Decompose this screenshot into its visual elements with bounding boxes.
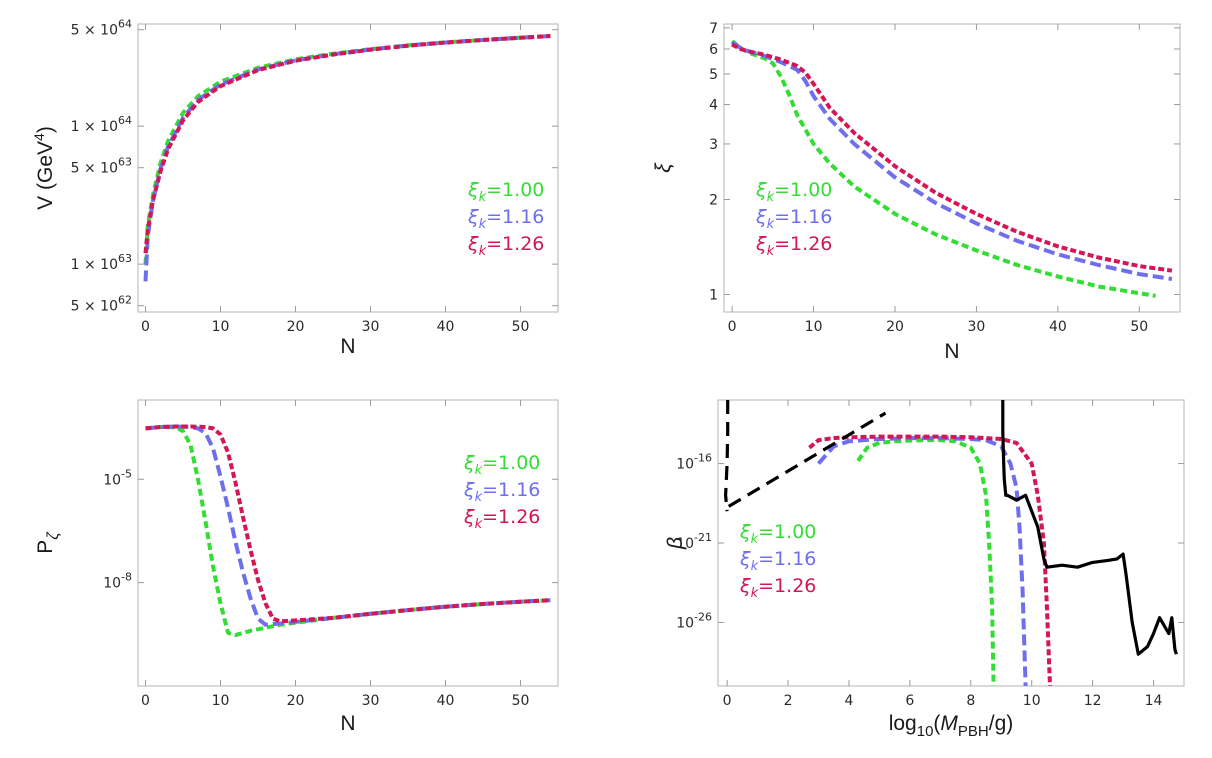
plot-frame — [723, 23, 1181, 313]
chart-P: 0 10 20 30 40 50 10-5 10-8 ξk=1.00ξk=1.16ξk=1.26… — [34, 399, 559, 735]
x-tick-label: 8 — [966, 693, 975, 709]
x-tick-label: 20 — [886, 319, 904, 335]
y-tick-label: 4 — [709, 98, 718, 114]
y-tick-label: 5 × 1062 — [71, 294, 132, 315]
y-tick-label: 3 — [709, 137, 718, 153]
y-tick-label: 1 × 1064 — [71, 114, 132, 135]
x-tick-label: 10 — [805, 319, 823, 335]
series-group — [730, 39, 1173, 298]
legend-entry-red: ξk=1.26 — [463, 506, 540, 532]
y-tick-label: 10-21 — [676, 531, 712, 552]
x-tick-label: 30 — [362, 693, 380, 709]
series-line-blue — [817, 436, 1028, 686]
x-tick-label: 30 — [968, 319, 986, 335]
y-tick-label: 2 — [709, 193, 718, 209]
x-tick-label: 40 — [437, 319, 455, 335]
y-tick-label: 5 × 1064 — [71, 18, 132, 39]
y-axis-label: Pζ — [34, 531, 62, 554]
x-tick-label: 50 — [512, 319, 530, 335]
y-tick-label: 5 — [709, 67, 718, 83]
x-axis-label: N — [340, 712, 355, 735]
y-tick-label: 7 — [709, 21, 718, 37]
series-group — [143, 34, 551, 282]
series-line-green — [730, 39, 1156, 298]
legend-entry-blue: ξk=1.16 — [463, 479, 540, 505]
legend-entry-red: ξk=1.26 — [739, 575, 816, 601]
y-tick-label: 1 × 1063 — [71, 252, 132, 273]
series-line-red — [145, 424, 551, 624]
series-line-red — [808, 434, 1052, 686]
y-tick-label: 10-8 — [103, 571, 132, 592]
series-line-red — [143, 34, 551, 254]
x-tick-label: 0 — [141, 319, 150, 335]
x-tick-label: 40 — [437, 693, 455, 709]
x-tick-label: 6 — [905, 693, 914, 709]
x-axis-label: N — [944, 340, 959, 363]
legend-entry-blue: ξk=1.16 — [755, 206, 832, 232]
x-tick-label: 4 — [845, 693, 854, 709]
x-tick-label: 0 — [728, 319, 737, 335]
x-tick-label: 50 — [512, 693, 530, 709]
x-tick-label: 30 — [362, 319, 380, 335]
x-axis-label: N — [340, 335, 355, 358]
plot-frame — [137, 399, 559, 687]
x-tick-label: 14 — [1145, 693, 1163, 709]
y-tick-label: 10-26 — [676, 610, 712, 631]
legend-entry-blue: ξk=1.16 — [739, 548, 816, 574]
x-tick-label: 0 — [723, 693, 732, 709]
series-line-green — [856, 438, 996, 686]
x-tick-label: 12 — [1084, 693, 1102, 709]
x-tick-label: 40 — [1049, 319, 1067, 335]
y-axis-label: β — [664, 537, 687, 550]
plot-frame — [137, 23, 559, 313]
x-axis-label: log10(MPBH/g) — [889, 712, 1014, 740]
x-tick-label: 20 — [287, 319, 305, 335]
x-tick-label: 10 — [1023, 693, 1041, 709]
series-line-black — [727, 411, 887, 508]
chart-beta: 0 2 4 6 8 10 12 14 10-16 10-21 10-26 ξk=1.00ξk=1.16… — [664, 399, 1185, 740]
legend-entry-green: ξk=1.00 — [739, 521, 816, 547]
series-line-black — [1001, 400, 1178, 656]
series-group — [145, 424, 551, 638]
series-line-black — [723, 400, 730, 512]
legend-entry-green: ξk=1.00 — [467, 179, 544, 205]
legend-entry-red: ξk=1.26 — [755, 233, 832, 259]
y-axis-label: ξ — [652, 162, 675, 173]
x-tick-label: 10 — [212, 693, 230, 709]
x-tick-label: 20 — [287, 693, 305, 709]
y-tick-label: 1 — [709, 287, 718, 303]
y-tick-label: 5 × 1063 — [71, 156, 132, 177]
legend-entry-blue: ξk=1.16 — [467, 206, 544, 232]
chart-V: 0 10 20 30 40 50 5 × 1062 1 × 1063 5 × 1063 1 × 1… — [31, 18, 559, 358]
y-axis-label: V (GeV4) — [31, 126, 57, 210]
legend-entry-green: ξk=1.00 — [755, 179, 832, 205]
legend-entry-red: ξk=1.26 — [467, 233, 544, 259]
x-tick-label: 2 — [784, 693, 793, 709]
y-tick-label: 10-16 — [676, 452, 712, 473]
x-tick-label: 0 — [141, 693, 150, 709]
series-group — [723, 400, 1178, 686]
series-line-red — [731, 42, 1173, 273]
legend-entry-green: ξk=1.00 — [463, 452, 540, 478]
x-tick-label: 50 — [1130, 319, 1148, 335]
series-line-green — [143, 34, 551, 265]
x-tick-label: 10 — [212, 319, 230, 335]
y-tick-label: 6 — [709, 42, 718, 58]
y-tick-label: 10-5 — [103, 467, 132, 488]
